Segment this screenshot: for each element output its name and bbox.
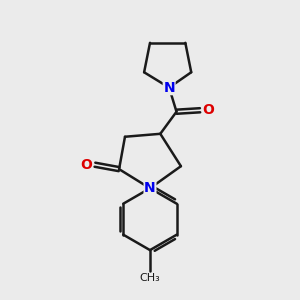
- Text: O: O: [81, 158, 93, 172]
- Text: CH₃: CH₃: [140, 273, 160, 284]
- Text: O: O: [202, 103, 214, 117]
- Text: N: N: [144, 181, 156, 195]
- Text: N: N: [163, 81, 175, 94]
